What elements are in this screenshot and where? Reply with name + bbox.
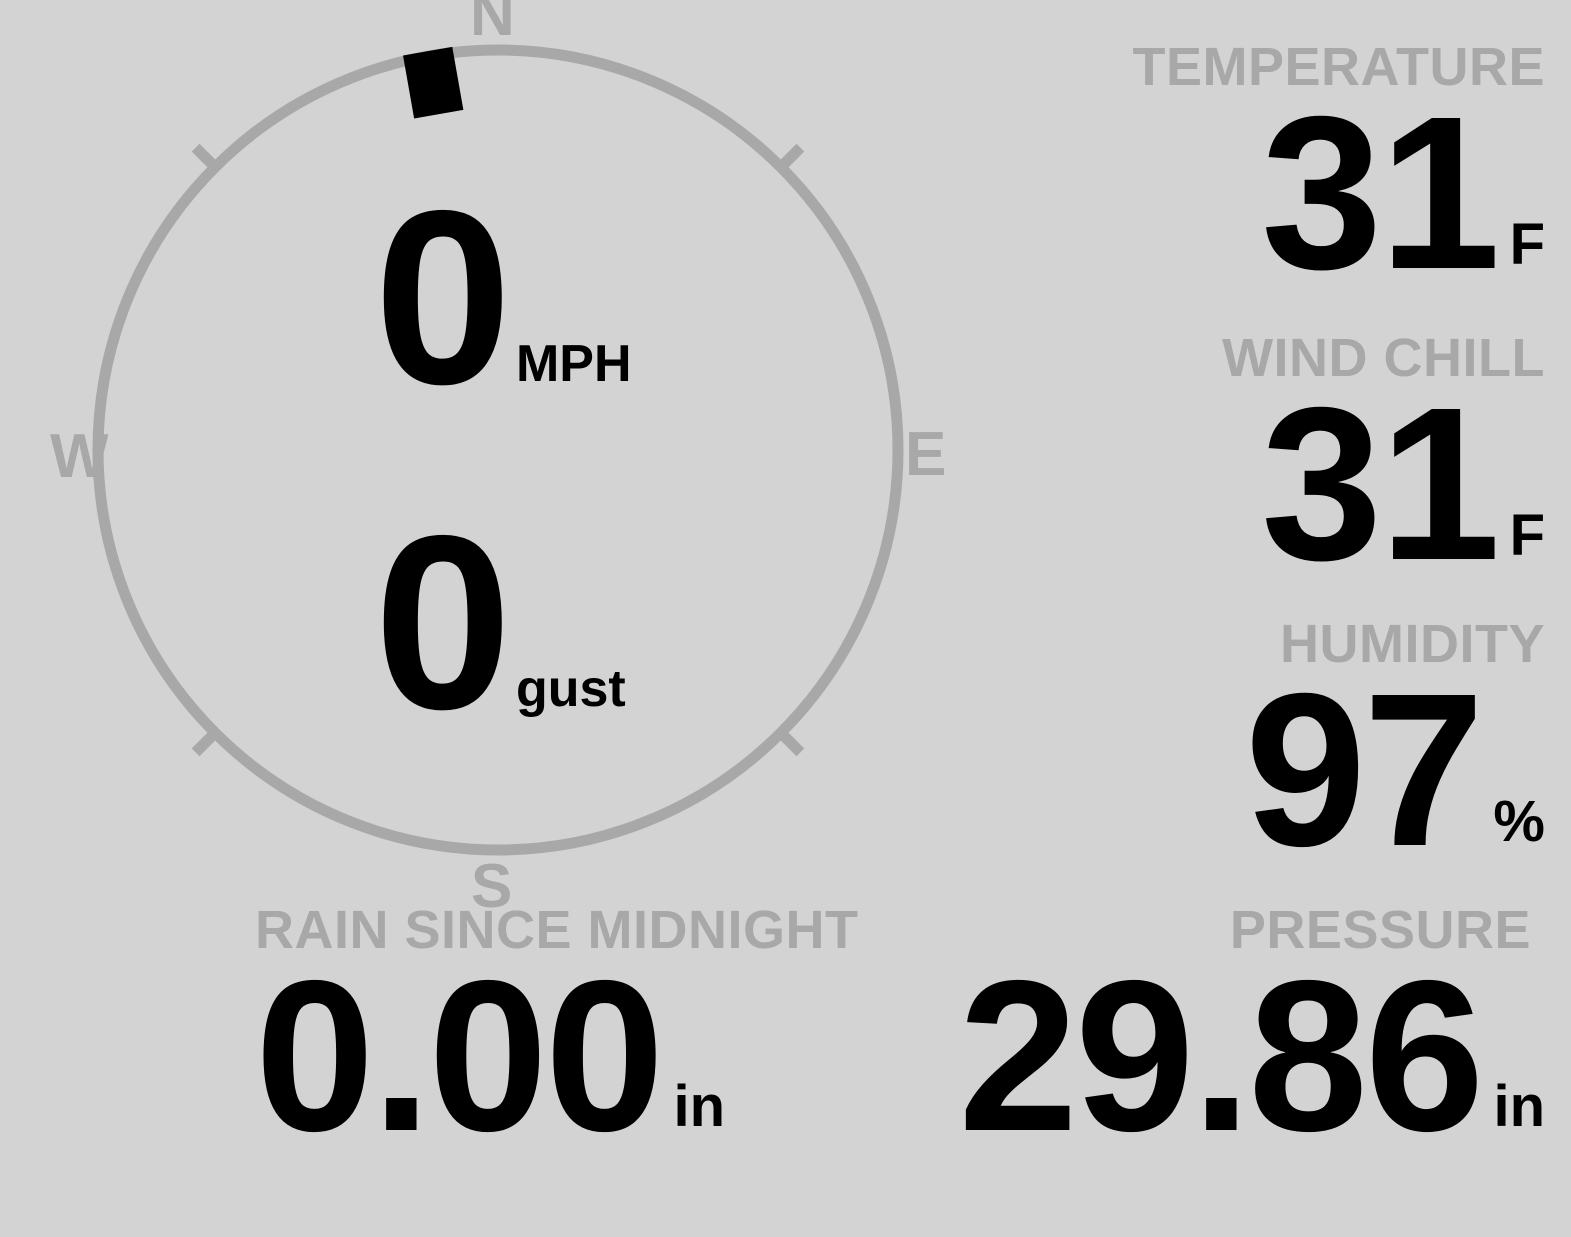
wind-gust-unit: gust xyxy=(515,660,626,718)
compass-label-south: S xyxy=(471,852,513,921)
metric-humidity-label: HUMIDITY xyxy=(1280,614,1545,674)
compass-label-north: N xyxy=(470,0,515,49)
metric-humidity-value: 97 xyxy=(1244,649,1484,892)
metric-rain-since-midnight-label: RAIN SINCE MIDNIGHT xyxy=(255,900,859,960)
wind-compass: N E S W 0 MPH 0 gust xyxy=(0,0,1000,918)
metric-humidity-row: 97 % xyxy=(1244,649,1545,892)
metric-rain-since-midnight-row: 0.00 in xyxy=(255,935,859,1176)
metric-rain-since-midnight: RAIN SINCE MIDNIGHT 0.00 in xyxy=(255,900,859,1176)
metric-pressure-row: 29.86 in xyxy=(958,935,1545,1176)
wind-direction-marker xyxy=(403,46,464,119)
metric-humidity-unit: % xyxy=(1493,789,1545,854)
metric-temperature-row: 31 F xyxy=(1132,72,1545,315)
wind-speed-value: 0 xyxy=(374,158,512,436)
metric-wind-chill: WIND CHILL 31 F xyxy=(1222,328,1545,606)
metric-temperature-unit: F xyxy=(1509,212,1545,277)
metric-rain-since-midnight-unit: in xyxy=(673,1074,725,1139)
compass-ticks xyxy=(191,143,805,757)
metric-pressure-unit: in xyxy=(1493,1074,1545,1139)
metric-wind-chill-label: WIND CHILL xyxy=(1222,328,1545,388)
metric-humidity: HUMIDITY 97 % xyxy=(1244,614,1545,892)
metric-wind-chill-value: 31 xyxy=(1261,363,1500,606)
wind-speed-unit: MPH xyxy=(515,335,632,393)
metric-pressure: PRESSURE 29.86 in xyxy=(958,900,1545,1176)
metric-temperature-value: 31 xyxy=(1261,72,1500,315)
wind-speed-readout: 0 MPH xyxy=(374,158,632,436)
metric-temperature-label: TEMPERATURE xyxy=(1132,37,1545,97)
wind-gust-readout: 0 gust xyxy=(374,483,626,761)
metric-wind-chill-unit: F xyxy=(1509,503,1545,568)
metric-rain-since-midnight-value: 0.00 xyxy=(255,935,664,1176)
compass-ring xyxy=(92,44,904,856)
metric-pressure-label: PRESSURE xyxy=(1229,900,1531,960)
compass-label-east: E xyxy=(905,420,947,489)
compass-label-west: W xyxy=(50,422,109,491)
metric-wind-chill-row: 31 F xyxy=(1222,363,1545,606)
metric-pressure-value: 29.86 xyxy=(958,935,1484,1176)
metric-temperature: TEMPERATURE 31 F xyxy=(1132,37,1545,315)
wind-gust-value: 0 xyxy=(374,483,512,761)
compass-dial xyxy=(92,44,904,856)
